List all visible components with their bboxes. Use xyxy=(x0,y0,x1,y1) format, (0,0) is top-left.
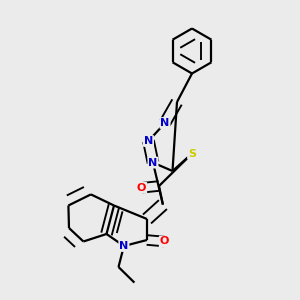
Text: N: N xyxy=(119,241,128,251)
Text: N: N xyxy=(148,158,158,168)
Text: N: N xyxy=(144,136,153,146)
Text: O: O xyxy=(160,236,169,247)
Text: N: N xyxy=(160,118,169,128)
Text: O: O xyxy=(137,183,146,193)
Text: S: S xyxy=(188,148,196,159)
